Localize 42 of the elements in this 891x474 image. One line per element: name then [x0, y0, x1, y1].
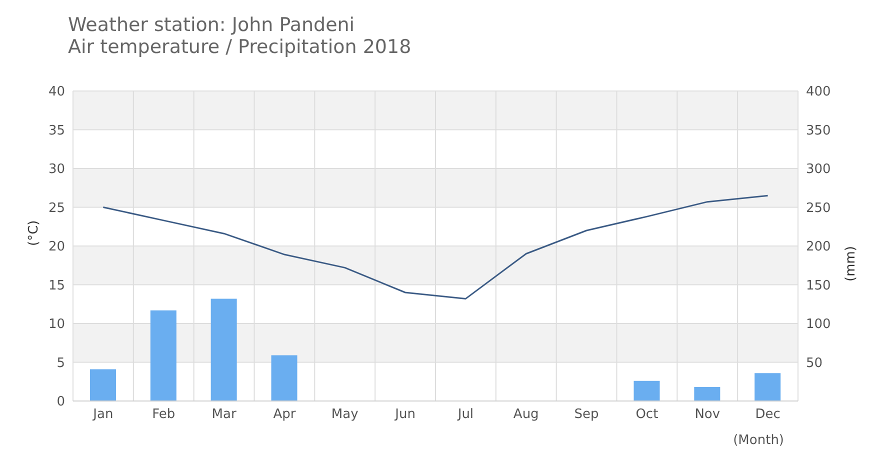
- bar: [210, 298, 237, 401]
- x-tick-label: Mar: [212, 407, 237, 422]
- y2-tick-label: 100: [806, 317, 831, 332]
- bar: [150, 310, 176, 401]
- bar: [694, 387, 720, 401]
- y2-tick-label: 250: [806, 200, 831, 216]
- x-tick-label: Nov: [694, 407, 720, 422]
- x-tick-label: Jan: [92, 407, 114, 422]
- y2-tick-label: 50: [806, 356, 823, 371]
- chart-subtitle: Air temperature / Precipitation 2018: [68, 36, 412, 58]
- y2-tick-label: 400: [806, 84, 831, 100]
- x-tick-label: Sep: [574, 407, 599, 422]
- y2-tick-label: 350: [806, 123, 831, 138]
- x-tick-label: Feb: [152, 407, 176, 422]
- y-tick-label: 20: [48, 240, 65, 255]
- x-axis-title: (Month): [733, 433, 784, 448]
- y2-tick-label: 200: [806, 240, 831, 255]
- bar: [634, 380, 660, 401]
- y-axis-title: (°C): [26, 220, 42, 246]
- x-tick-label: Aug: [513, 407, 539, 422]
- y2-tick-label: 150: [806, 278, 831, 294]
- x-tick-label: Apr: [273, 407, 296, 422]
- bar: [90, 369, 116, 401]
- y-tick-label: 5: [56, 356, 65, 371]
- y-tick-label: 30: [48, 162, 65, 178]
- bar: [271, 355, 298, 401]
- y-tick-label: 35: [48, 123, 65, 138]
- y-tick-label: 40: [48, 84, 65, 100]
- line-series: [102, 194, 769, 300]
- bar: [754, 373, 781, 401]
- y2-tick-label: 300: [806, 162, 831, 178]
- x-tick-label: Dec: [755, 407, 780, 422]
- y-tick-label: 25: [48, 200, 65, 216]
- y-tick-label: 0: [56, 394, 65, 410]
- y-tick-label: 10: [48, 317, 65, 332]
- y-tick-label: 15: [48, 278, 65, 294]
- x-tick-label: Jul: [456, 407, 474, 422]
- chart-title: Weather station: John Pandeni: [68, 14, 356, 36]
- x-tick-label: May: [331, 407, 359, 422]
- x-tick-label: Oct: [636, 407, 658, 422]
- x-tick-label: Jun: [394, 407, 416, 422]
- y2-axis-title: (mm): [844, 246, 859, 282]
